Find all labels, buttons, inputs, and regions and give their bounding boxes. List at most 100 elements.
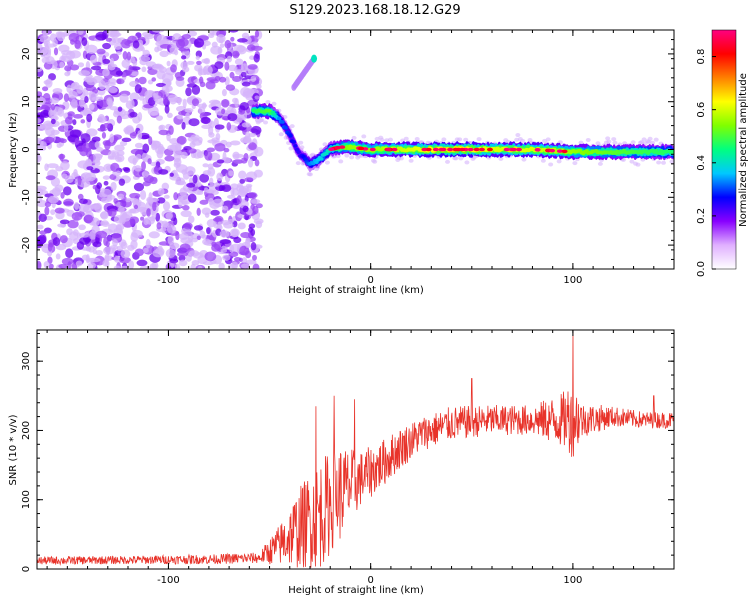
noise-blob [238,109,246,115]
noise-blob [188,250,200,257]
noise-blob [145,61,157,68]
noise-blob [219,43,225,48]
noise-blob [95,230,108,239]
noise-blob [199,230,206,239]
noise-blob [118,215,126,225]
noise-blob [228,30,239,33]
noise-blob [80,133,91,143]
noise-blob [187,193,197,203]
noise-blob [70,82,78,90]
signal-peak [561,149,568,154]
noise-blob [100,188,112,198]
signal-halo [660,160,666,165]
noise-blob [229,140,241,146]
noise-blob [126,51,132,61]
noise-blob [186,148,197,154]
noise-blob [48,263,54,269]
noise-blob [240,263,250,269]
noise-blob [247,192,258,199]
noise-blob [210,30,215,36]
noise-blob [212,198,225,208]
noise-blob [208,132,215,138]
noise-blob [119,93,129,103]
noise-blob [250,242,257,251]
noise-blob [63,124,69,133]
signal-band [291,140,297,144]
noise-blob [128,260,135,269]
noise-blob [81,142,92,153]
noise-blob [100,220,105,226]
noise-blob [47,256,53,264]
noise-blob [117,106,123,112]
noise-blob [219,230,230,238]
noise-blob [90,203,101,210]
noise-blob [37,152,41,163]
signal-peak [391,147,398,152]
signal-halo [255,120,261,125]
signal-halo [361,134,367,139]
noise-blob [182,205,190,211]
noise-blob [85,158,92,167]
noise-blob [37,185,47,191]
noise-blob [106,30,118,38]
noise-blob [60,161,70,171]
noise-blob [50,97,60,104]
snr-y-label: SNR (10 * v/v) [8,414,19,485]
noise-blob [209,177,214,186]
noise-blob [129,111,138,118]
noise-blob [132,40,140,49]
spectrogram-y-tick-label: -10 [21,189,32,205]
noise-blob [255,220,263,229]
noise-blob [248,80,260,86]
signal-halo [398,156,404,161]
signal-halo [254,95,260,100]
noise-blob [37,66,43,73]
signal-halo [295,161,301,166]
noise-blob [117,193,125,200]
noise-blob [158,169,169,175]
noise-blob [139,265,152,269]
noise-blob [113,198,119,204]
noise-blob [50,209,56,215]
noise-blob [227,194,236,199]
noise-blob [37,118,42,124]
signal-halo [545,137,551,142]
signal-halo [408,158,414,163]
noise-blob [140,216,145,221]
signal-band [277,116,282,121]
noise-blob [95,249,103,256]
noise-blob [155,115,164,121]
spectrogram-x-tick-label: 100 [563,275,582,286]
noise-blob [240,231,251,239]
signal-peak [358,146,365,151]
noise-blob [56,142,62,148]
noise-blob [52,237,61,247]
noise-blob [236,195,242,205]
noise-blob [224,61,230,71]
noise-blob [76,85,84,94]
noise-blob [129,131,137,139]
noise-blob [50,103,56,111]
noise-blob [67,111,75,117]
noise-blob [108,86,118,94]
noise-blob [202,163,209,168]
noise-blob [58,44,70,53]
noise-blob [91,136,101,143]
snr-x-tick-label: 100 [563,575,582,586]
noise-blob [186,182,196,188]
noise-blob [105,240,110,247]
noise-blob [254,159,260,167]
noise-blob [221,89,227,97]
signal-peak [440,147,447,152]
noise-blob [234,58,244,66]
noise-blob [73,202,80,210]
noise-blob [155,212,161,222]
noise-blob [221,99,230,108]
signal-halo [263,120,269,125]
noise-blob [239,101,250,111]
signal-halo [298,140,304,145]
signal-halo [322,142,328,147]
signal-halo [344,153,350,158]
noise-blob [227,219,235,224]
